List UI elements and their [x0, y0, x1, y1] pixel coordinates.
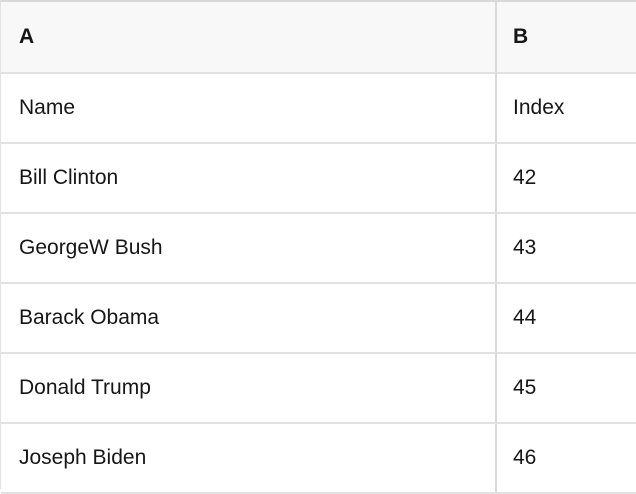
field-label: Index	[513, 96, 565, 119]
column-header-a[interactable]: A	[1, 2, 497, 74]
cell-text: GeorgeW Bush	[19, 236, 163, 259]
index-cell[interactable]: 46	[497, 424, 636, 494]
index-cell[interactable]: 42	[497, 144, 636, 214]
name-cell[interactable]: Bill Clinton	[1, 144, 497, 214]
name-cell[interactable]: Donald Trump	[1, 354, 497, 424]
table-row: Donald Trump 45	[1, 354, 636, 424]
table-row: Bill Clinton 42	[1, 144, 636, 214]
table-row: Barack Obama 44	[1, 284, 636, 354]
cell-text: Barack Obama	[19, 306, 160, 329]
field-label: Name	[19, 96, 76, 119]
cell-text: 43	[513, 236, 537, 259]
table-row: Joseph Biden 46	[1, 424, 636, 494]
cell-text: 42	[513, 166, 537, 189]
column-letter-row: A B	[1, 2, 636, 74]
name-header-cell[interactable]: Name	[1, 74, 497, 144]
cell-text: 45	[513, 376, 537, 399]
index-cell[interactable]: 44	[497, 284, 636, 354]
cell-text: 44	[513, 306, 537, 329]
name-cell[interactable]: GeorgeW Bush	[1, 214, 497, 284]
column-header-b[interactable]: B	[497, 2, 636, 74]
column-letter-label: A	[19, 25, 35, 48]
name-cell[interactable]: Barack Obama	[1, 284, 497, 354]
cell-text: 46	[513, 446, 537, 469]
index-cell[interactable]: 45	[497, 354, 636, 424]
table-row: GeorgeW Bush 43	[1, 214, 636, 284]
cell-text: Donald Trump	[19, 376, 151, 399]
column-letter-label: B	[513, 25, 529, 48]
cell-text: Joseph Biden	[19, 446, 147, 469]
index-header-cell[interactable]: Index	[497, 74, 636, 144]
index-cell[interactable]: 43	[497, 214, 636, 284]
field-label-row: Name Index	[1, 74, 636, 144]
name-cell[interactable]: Joseph Biden	[1, 424, 497, 494]
cell-text: Bill Clinton	[19, 166, 119, 189]
